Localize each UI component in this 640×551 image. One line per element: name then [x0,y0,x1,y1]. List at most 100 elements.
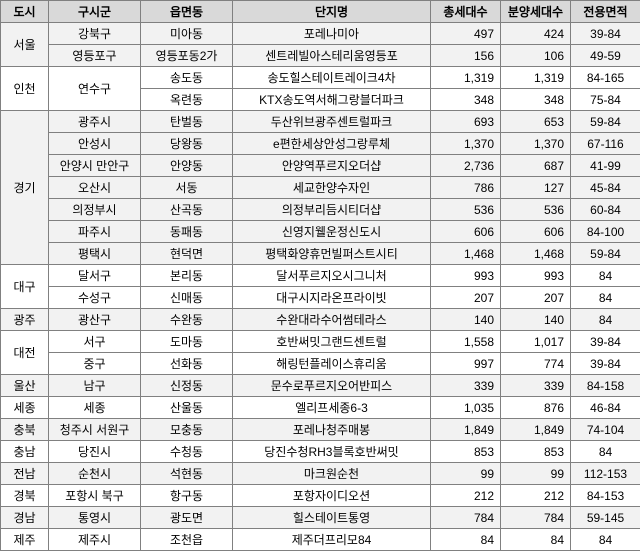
gu-cell: 제주시 [49,529,141,551]
total-cell: 339 [431,375,501,397]
total-cell: 140 [431,309,501,331]
sale-cell: 853 [501,441,571,463]
area-cell: 39-84 [571,331,640,353]
city-cell: 울산 [1,375,49,397]
table-row: 전남순천시석현동마크원순천9999112-153 [1,463,640,485]
dong-cell: 영등포동2가 [141,45,233,67]
city-cell: 경기 [1,111,49,265]
table-row: 대구달서구본리동달서푸르지오시그니처99399384 [1,265,640,287]
name-cell: 안양역푸르지오더샵 [233,155,431,177]
name-cell: 신영지웰운정신도시 [233,221,431,243]
table-row: 평택시현덕면평택화양휴먼빌퍼스트시티1,4681,46859-84 [1,243,640,265]
total-cell: 99 [431,463,501,485]
sale-cell: 606 [501,221,571,243]
area-cell: 49-59 [571,45,640,67]
area-cell: 84-153 [571,485,640,507]
sale-cell: 1,849 [501,419,571,441]
name-cell: 두산위브광주센트럴파크 [233,111,431,133]
area-cell: 60-84 [571,199,640,221]
name-cell: 세교한양수자인 [233,177,431,199]
gu-cell: 광산구 [49,309,141,331]
name-cell: 평택화양휴먼빌퍼스트시티 [233,243,431,265]
sale-cell: 140 [501,309,571,331]
dong-cell: 산곡동 [141,199,233,221]
total-cell: 853 [431,441,501,463]
table-header-row: 도시구시군읍면동단지명총세대수분양세대수전용면적 [1,1,640,23]
city-cell: 광주 [1,309,49,331]
city-cell: 대구 [1,265,49,309]
total-cell: 212 [431,485,501,507]
gu-cell: 달서구 [49,265,141,287]
gu-cell: 광주시 [49,111,141,133]
total-cell: 1,468 [431,243,501,265]
dong-cell: 안양동 [141,155,233,177]
gu-cell: 파주시 [49,221,141,243]
table-row: 안성시당왕동e편한세상안성그랑루체1,3701,37067-116 [1,133,640,155]
name-cell: 해링턴플레이스휴리움 [233,353,431,375]
gu-cell: 중구 [49,353,141,375]
gu-cell: 연수구 [49,67,141,111]
area-cell: 59-84 [571,243,640,265]
dong-cell: 석현동 [141,463,233,485]
sale-cell: 774 [501,353,571,375]
dong-cell: 수완동 [141,309,233,331]
gu-cell: 청주시 서원구 [49,419,141,441]
gu-cell: 당진시 [49,441,141,463]
table-row: 광주광산구수완동수완대라수어썸테라스14014084 [1,309,640,331]
sale-cell: 876 [501,397,571,419]
gu-cell: 통영시 [49,507,141,529]
gu-cell: 남구 [49,375,141,397]
gu-cell: 세종 [49,397,141,419]
sale-cell: 784 [501,507,571,529]
city-cell: 충북 [1,419,49,441]
area-cell: 84-100 [571,221,640,243]
dong-cell: 산울동 [141,397,233,419]
name-cell: 호반써밋그랜드센트럴 [233,331,431,353]
dong-cell: 현덕면 [141,243,233,265]
dong-cell: 미아동 [141,23,233,45]
dong-cell: 수청동 [141,441,233,463]
name-cell: KTX송도역서해그랑블더파크 [233,89,431,111]
total-cell: 207 [431,287,501,309]
gu-cell: 수성구 [49,287,141,309]
name-cell: e편한세상안성그랑루체 [233,133,431,155]
total-cell: 1,319 [431,67,501,89]
name-cell: 센트레빌아스테리움영등포 [233,45,431,67]
table-row: 충남당진시수청동당진수청RH3블록호반써밋85385384 [1,441,640,463]
sale-cell: 1,468 [501,243,571,265]
area-cell: 84 [571,265,640,287]
total-cell: 156 [431,45,501,67]
dong-cell: 선화동 [141,353,233,375]
gu-cell: 강북구 [49,23,141,45]
name-cell: 달서푸르지오시그니처 [233,265,431,287]
sale-cell: 106 [501,45,571,67]
area-cell: 41-99 [571,155,640,177]
dong-cell: 탄벌동 [141,111,233,133]
dong-cell: 서동 [141,177,233,199]
sale-cell: 1,319 [501,67,571,89]
col-header-0: 도시 [1,1,49,23]
sale-cell: 1,370 [501,133,571,155]
name-cell: 제주더프리모84 [233,529,431,551]
city-cell: 전남 [1,463,49,485]
total-cell: 497 [431,23,501,45]
area-cell: 112-153 [571,463,640,485]
dong-cell: 신매동 [141,287,233,309]
total-cell: 786 [431,177,501,199]
dong-cell: 당왕동 [141,133,233,155]
city-cell: 경남 [1,507,49,529]
table-row: 대전서구도마동호반써밋그랜드센트럴1,5581,01739-84 [1,331,640,353]
gu-cell: 포항시 북구 [49,485,141,507]
area-cell: 59-145 [571,507,640,529]
col-header-3: 단지명 [233,1,431,23]
sale-cell: 127 [501,177,571,199]
sale-cell: 1,017 [501,331,571,353]
total-cell: 606 [431,221,501,243]
name-cell: 대구시지라온프라이빗 [233,287,431,309]
table-row: 파주시동패동신영지웰운정신도시60660684-100 [1,221,640,243]
table-row: 중구선화동해링턴플레이스휴리움99777439-84 [1,353,640,375]
table-row: 오산시서동세교한양수자인78612745-84 [1,177,640,199]
col-header-4: 총세대수 [431,1,501,23]
name-cell: 당진수청RH3블록호반써밋 [233,441,431,463]
sale-cell: 212 [501,485,571,507]
